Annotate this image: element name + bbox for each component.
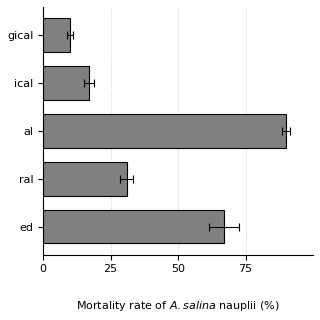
Bar — [43, 18, 70, 52]
Text: Mortality rate of $\it{A.salina}$ nauplii (%): Mortality rate of $\it{A.salina}$ naupli… — [76, 299, 280, 313]
Bar — [43, 114, 286, 148]
Bar — [43, 162, 127, 196]
Bar — [43, 66, 89, 100]
Bar — [43, 210, 224, 244]
